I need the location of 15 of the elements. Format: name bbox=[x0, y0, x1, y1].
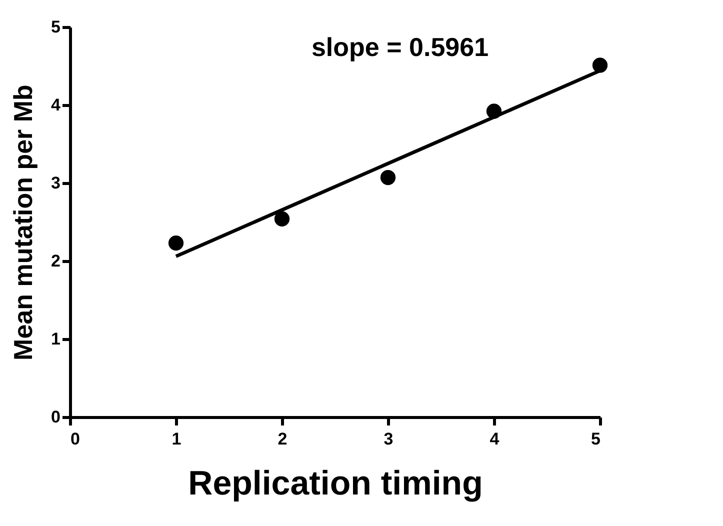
x-axis-title: Replication timing bbox=[188, 464, 483, 502]
x-tick-label: 2 bbox=[278, 430, 288, 448]
y-tick-label: 5 bbox=[51, 18, 60, 36]
y-tick-label: 2 bbox=[51, 252, 60, 270]
x-tick-label: 5 bbox=[591, 430, 600, 448]
annotation: slope = 0.5961 bbox=[311, 32, 489, 62]
x-tick-label: 4 bbox=[490, 430, 500, 448]
y-tick-label: 3 bbox=[51, 174, 60, 192]
x-tick-label: 3 bbox=[384, 430, 394, 448]
y-tick-label: 1 bbox=[51, 330, 60, 348]
y-tick-label: 4 bbox=[51, 96, 62, 114]
y-tick-label: 0 bbox=[51, 408, 60, 426]
x-tick-label: 0 bbox=[70, 430, 80, 448]
x-tick-label: 1 bbox=[172, 430, 182, 448]
y-axis-title: Mean mutation per Mb bbox=[8, 84, 38, 360]
